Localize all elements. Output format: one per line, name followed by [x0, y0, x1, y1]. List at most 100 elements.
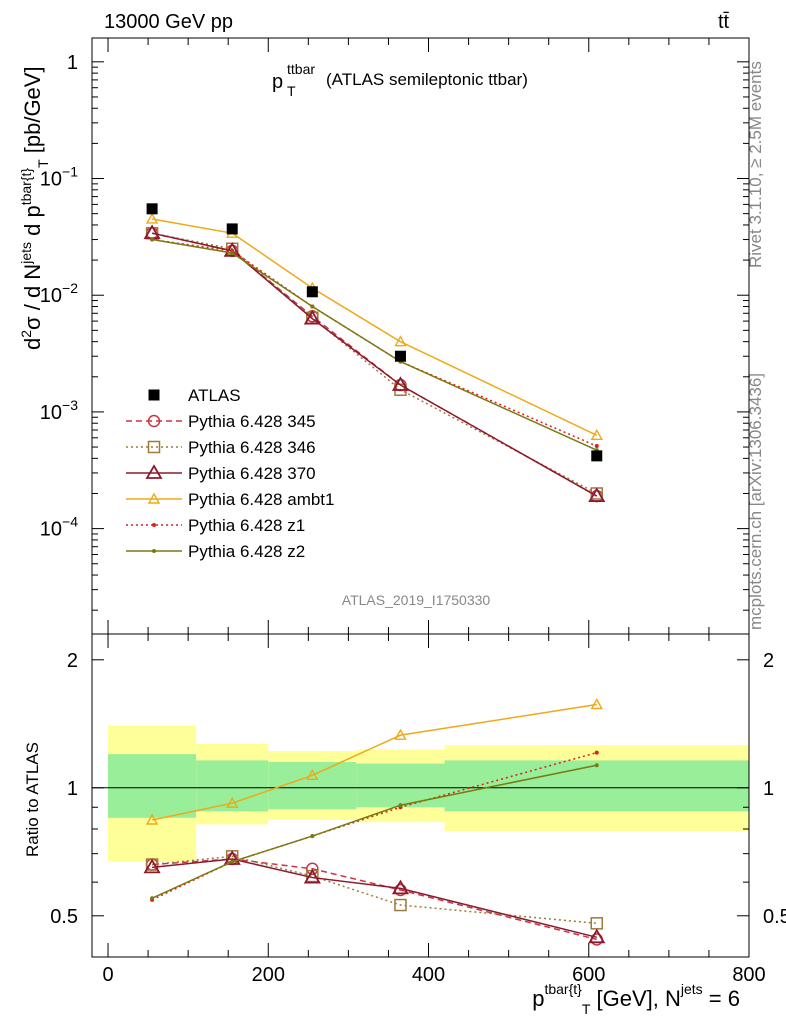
triangle-marker [143, 858, 161, 874]
series-line-ratio [152, 858, 597, 941]
ylabel-sup3: tbar{t} [18, 168, 34, 206]
ratio-y-tick-label-right: 0.5 [763, 906, 786, 928]
square-marker [590, 917, 604, 930]
ylabel-part2: σ / d N [20, 264, 45, 330]
main-y-tick-label: 10−1 [40, 164, 78, 191]
dot-marker [398, 803, 403, 808]
main-y-tick-label: 10−3 [40, 397, 78, 424]
ylabel-part1: d [20, 338, 45, 350]
series-atlas-data [146, 203, 603, 462]
legend: ATLAS Pythia 6.428 345 Pythia 6.428 346 Pyt… [126, 386, 334, 561]
circle-marker [306, 862, 319, 876]
plot-title-sup: ttbar [287, 61, 315, 77]
main-y-tick-label: 1 [67, 52, 78, 74]
ylabel-part3: d p [20, 205, 45, 242]
legend-label: Pythia 6.428 345 [188, 412, 316, 431]
circle-marker [147, 414, 161, 428]
xlabel-sub: T [582, 1001, 591, 1017]
triangle-marker [223, 242, 241, 257]
ratio-y-axis-label: Ratio to ATLAS [23, 742, 42, 857]
x-tick-label: 200 [252, 964, 285, 986]
triangle-marker [226, 796, 239, 808]
ratio-y-tick-label: 1 [67, 778, 78, 800]
dot-marker [150, 237, 155, 242]
ratio-uncertainty-bands [108, 725, 749, 862]
plot-title-sub: T [287, 83, 296, 99]
dot-marker [152, 523, 156, 527]
x-axis-label: ptbar{t}T [GeV], Njets = 6 [532, 981, 740, 1017]
triangle-marker [391, 879, 410, 895]
ratio-y-tick-label: 0.5 [50, 906, 78, 928]
legend-label: Pythia 6.428 ambt1 [188, 490, 334, 509]
triangle-marker [588, 928, 606, 944]
dot-marker [230, 251, 235, 256]
square-marker [394, 898, 407, 912]
data-point-marker [146, 203, 158, 215]
legend-label: ATLAS [188, 386, 241, 405]
triangle-marker [588, 487, 606, 502]
ratio-y-tick-label: 2 [67, 650, 78, 672]
mcplots-label: mcplots.cern.ch [arXiv:1306.3436] [746, 373, 765, 630]
series-line-ratio [152, 855, 597, 925]
rivet-version-label: Rivet 3.1.10, ≥ 2.5M events [746, 61, 765, 268]
legend-label: Pythia 6.428 346 [188, 438, 316, 457]
ratio-y-tick-label-right: 1 [763, 778, 774, 800]
svg-text:ptbar{t}T [GeV], Njets = 6: ptbar{t}T [GeV], Njets = 6 [532, 981, 740, 1017]
legend-item: Pythia 6.428 z2 [126, 542, 305, 561]
process-label: 13000 GeV pp [104, 11, 233, 33]
triangle-marker [394, 335, 407, 347]
dot-marker [152, 549, 156, 553]
inner-band-bin [444, 760, 749, 812]
series-pythia-6-428-345 [145, 226, 604, 946]
xlabel-rest: [GeV], N [590, 986, 680, 1011]
legend-label: Pythia 6.428 370 [188, 464, 316, 483]
data-point-marker [148, 389, 160, 401]
dot-marker [230, 859, 235, 864]
triangle-marker [145, 464, 163, 479]
series-layer [143, 203, 606, 946]
ratio-y-tick-label-right: 2 [763, 650, 774, 672]
plot-title-var: p [272, 71, 283, 93]
legend-item: Pythia 6.428 ambt1 [126, 490, 334, 509]
series-pythia-6-428-370 [143, 224, 606, 944]
dot-marker [594, 444, 599, 449]
triangle-marker [590, 698, 603, 710]
xlabel-main: p [532, 986, 544, 1011]
ylabel-part4: [pb/GeV] [20, 66, 45, 159]
dot-marker [310, 834, 315, 839]
triangle-marker [147, 492, 161, 504]
x-tick-label: 600 [572, 964, 605, 986]
xlabel-sup2: jets [680, 981, 703, 997]
square-marker [147, 440, 161, 454]
triangle-marker [223, 850, 241, 865]
plot-frames [91, 37, 750, 958]
triangle-marker [306, 768, 319, 781]
legend-label: Pythia 6.428 z2 [188, 542, 305, 561]
series-pythia-6-428-z2 [150, 237, 599, 901]
triangle-marker [145, 813, 159, 825]
svg-text:d2σ / d Njets d ptbar{t}T [pb/: d2σ / d Njets d ptbar{t}T [pb/GeV] [18, 66, 51, 350]
axis-ticks: 1 10−1 10−2 10−3 10−4 0.5 0.5 1 1 2 2 0 200 400 600 800 [40, 38, 786, 986]
series-line-ratio [152, 858, 597, 939]
ylabel-sup2: jets [18, 242, 34, 265]
plot-title-rest: (ATLAS semileptonic ttbar) [326, 70, 528, 89]
dot-marker [594, 763, 599, 768]
main-y-axis-label: d2σ / d Njets d ptbar{t}T [pb/GeV] [18, 66, 51, 350]
triangle-marker [590, 428, 603, 441]
x-tick-label: 800 [732, 964, 765, 986]
legend-item: Pythia 6.428 370 [126, 464, 316, 483]
series-line-ratio [151, 703, 597, 821]
data-point-marker [394, 350, 406, 362]
plot-title: p ttbar T (ATLAS semileptonic ttbar) [272, 61, 528, 99]
legend-item: Pythia 6.428 346 [126, 438, 316, 457]
xlabel-tail: = 6 [703, 986, 740, 1011]
triangle-marker [303, 309, 321, 325]
ylabel-sub3: T [35, 159, 51, 168]
dot-marker [310, 304, 315, 309]
legend-item: ATLAS [148, 386, 241, 405]
main-y-tick-label: 10−4 [40, 514, 78, 541]
x-tick-label: 0 [102, 964, 113, 986]
x-tick-label: 400 [412, 964, 445, 986]
xlabel-sup: tbar{t} [544, 981, 582, 997]
